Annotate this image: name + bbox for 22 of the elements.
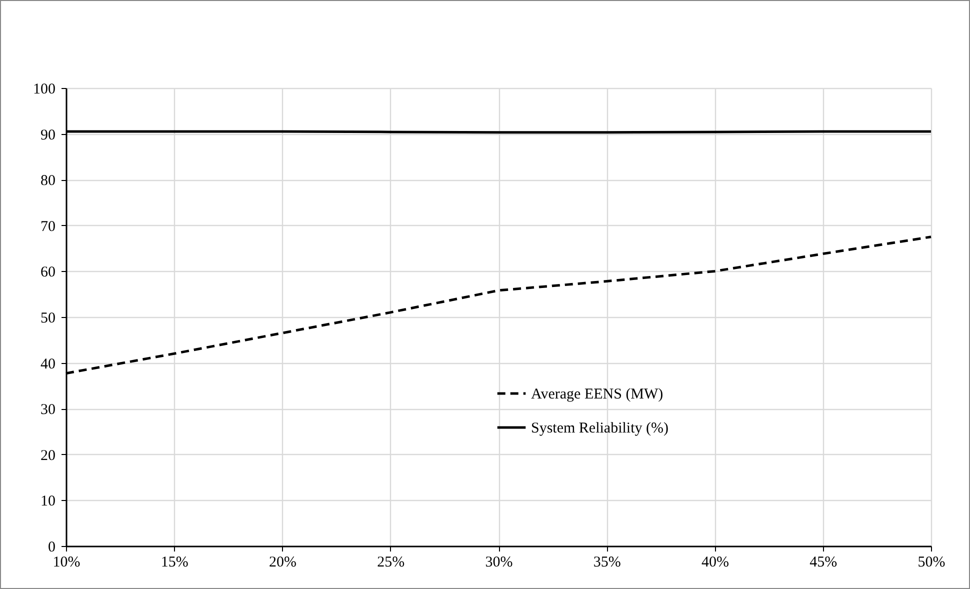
y-tick-label: 20 [40, 448, 56, 464]
x-tick-label: 50% [918, 554, 946, 570]
y-tick-label: 80 [40, 173, 56, 190]
y-tick-label: 100 [33, 82, 56, 98]
legend-label: System Reliability (%) [531, 420, 668, 436]
y-tick-label: 60 [40, 264, 56, 281]
x-tick-label: 10% [52, 554, 80, 570]
x-tick-label: 20% [269, 554, 296, 570]
y-tick-label: 40 [40, 356, 56, 372]
y-tick-label: 10 [40, 494, 56, 510]
x-tick-label: 40% [702, 554, 729, 570]
x-tick-label: 45% [810, 554, 838, 570]
y-tick-label: 90 [40, 127, 56, 144]
y-tick-label: 70 [40, 218, 56, 235]
y-tick-label: 50 [40, 310, 56, 326]
x-tick-label: 30% [485, 554, 513, 570]
x-tick-label: 25% [377, 554, 405, 570]
x-tick-label: 15% [160, 554, 188, 570]
y-tick-label: 30 [40, 402, 56, 418]
x-tick-label: 35% [593, 554, 621, 570]
legend-label: Average EENS (MW) [531, 386, 664, 402]
y-tick-label: 0 [48, 540, 56, 556]
